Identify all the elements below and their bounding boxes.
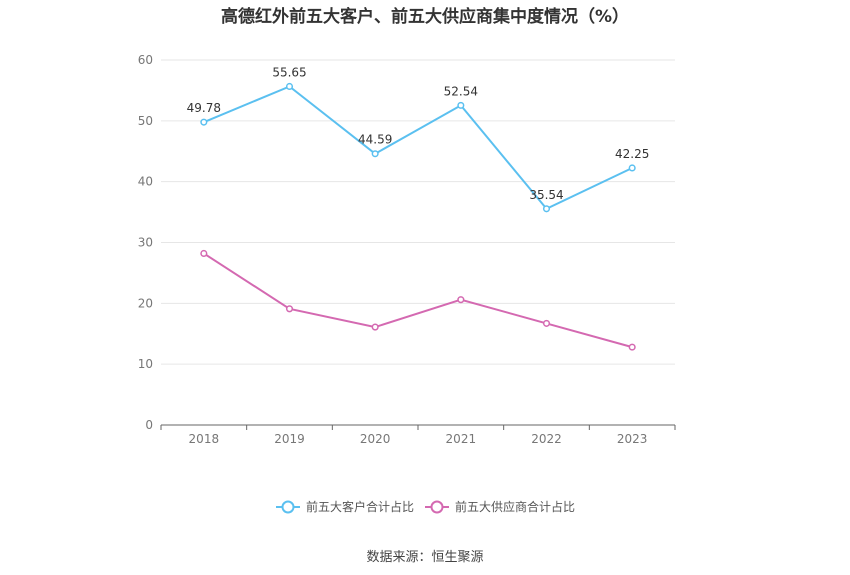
series-layer: 49.78 55.65 44.59 52.54 35.54 42.25: [187, 65, 649, 351]
data-point[interactable]: [285, 305, 294, 313]
series-1: 49.78 55.65 44.59 52.54 35.54 42.25: [187, 65, 649, 213]
data-source-note: 数据来源：恒生聚源: [366, 550, 484, 565]
legend-item-2[interactable]: 前五大供应商合计占比: [425, 499, 575, 514]
x-tick-label: 2020: [360, 432, 391, 446]
data-point[interactable]: [628, 164, 636, 172]
y-tick-label: 10: [138, 357, 153, 371]
legend-label: 前五大客户合计占比: [306, 499, 414, 514]
y-tick-label: 50: [138, 114, 153, 128]
series-line: [203, 252, 633, 349]
data-point[interactable]: [371, 323, 379, 331]
series-2: [200, 249, 636, 351]
data-point[interactable]: [542, 319, 551, 327]
x-tick-label: 2019: [274, 432, 305, 446]
legend: 前五大客户合计占比 前五大供应商合计占比: [276, 499, 575, 514]
data-point[interactable]: [285, 82, 294, 91]
y-tick-label: 30: [138, 236, 153, 250]
data-label: 55.65: [272, 65, 306, 79]
data-point[interactable]: [457, 296, 465, 304]
data-point[interactable]: [542, 205, 551, 213]
data-label: 35.54: [529, 188, 563, 202]
data-label: 42.25: [615, 147, 649, 161]
x-axis: 2018 2019 2020 2021 2022 2023: [160, 424, 676, 446]
legend-marker: [430, 500, 444, 514]
x-tick-label: 2021: [446, 432, 477, 446]
y-axis: 0 10 20 30 40 50 60: [138, 53, 153, 432]
gridlines: [161, 59, 675, 365]
legend-label: 前五大供应商合计占比: [455, 499, 575, 514]
legend-marker: [281, 500, 295, 514]
data-point[interactable]: [371, 150, 379, 158]
y-tick-label: 0: [145, 418, 153, 432]
chart-title: 高德红外前五大客户、前五大供应商集中度情况（%）: [220, 7, 630, 27]
x-tick-label: 2023: [617, 432, 648, 446]
data-label: 52.54: [444, 84, 478, 98]
y-tick-label: 20: [138, 296, 153, 310]
data-point[interactable]: [200, 118, 208, 126]
x-tick-label: 2018: [189, 432, 220, 446]
series-line: [203, 85, 633, 211]
y-tick-label: 60: [138, 53, 153, 67]
x-tick-label: 2022: [531, 432, 562, 446]
data-point[interactable]: [200, 249, 208, 257]
data-label: 44.59: [358, 133, 392, 147]
y-tick-label: 40: [138, 175, 153, 189]
data-label: 49.78: [187, 101, 221, 115]
legend-item-1[interactable]: 前五大客户合计占比: [276, 499, 414, 514]
data-point[interactable]: [628, 343, 636, 351]
data-point[interactable]: [457, 101, 465, 109]
